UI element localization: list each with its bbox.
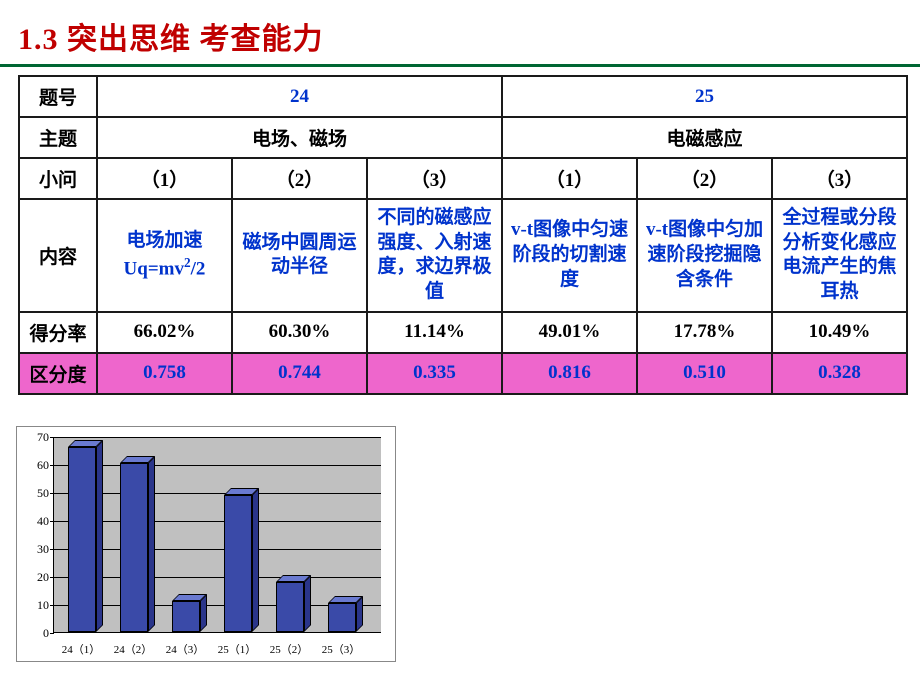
label-topic: 主题 xyxy=(19,117,97,158)
chart-ytick-label: 0 xyxy=(23,626,49,641)
content-1: 磁场中圆周运动半径 xyxy=(232,199,367,312)
disc-4: 0.510 xyxy=(637,353,772,394)
chart-plot-area xyxy=(53,437,381,633)
disc-5: 0.328 xyxy=(772,353,907,394)
label-score: 得分率 xyxy=(19,312,97,353)
chart-ytick-label: 40 xyxy=(23,514,49,529)
row-topic: 主题 电场、磁场 电磁感应 xyxy=(19,117,907,158)
qnum-24: 24 xyxy=(97,76,502,117)
score-4: 17.78% xyxy=(637,312,772,353)
row-subquestion: 小问 （1） （2） （3） （1） （2） （3） xyxy=(19,158,907,199)
content-2: 不同的磁感应强度、入射速度，求边界极值 xyxy=(367,199,502,312)
label-qnum: 题号 xyxy=(19,76,97,117)
row-question-number: 题号 24 25 xyxy=(19,76,907,117)
subq-0: （1） xyxy=(97,158,232,199)
subq-1: （2） xyxy=(232,158,367,199)
chart-xtick-label: 25（3） xyxy=(316,641,366,657)
disc-2: 0.335 xyxy=(367,353,502,394)
content-5: 全过程或分段分析变化感应电流产生的焦耳热 xyxy=(772,199,907,312)
chart-ytick-label: 30 xyxy=(23,542,49,557)
slide-title: 1.3 突出思维 考查能力 xyxy=(0,0,920,64)
chart-gridline xyxy=(54,493,381,494)
score-0: 66.02% xyxy=(97,312,232,353)
chart-gridline xyxy=(54,577,381,578)
disc-1: 0.744 xyxy=(232,353,367,394)
row-content: 内容 电场加速Uq=mv2/2 磁场中圆周运动半径 不同的磁感应强度、入射速度，… xyxy=(19,199,907,312)
bar-chart: 0 10 20 30 40 50 60 70 24（1）24（2）24（3）25（1）25（2）… xyxy=(16,426,396,662)
topic-25: 电磁感应 xyxy=(502,117,907,158)
chart-ytick-label: 50 xyxy=(23,486,49,501)
chart-xtick-label: 24（1） xyxy=(56,641,106,657)
row-score: 得分率 66.02% 60.30% 11.14% 49.01% 17.78% 1… xyxy=(19,312,907,353)
subq-3: （1） xyxy=(502,158,637,199)
chart-xtick-label: 25（1） xyxy=(212,641,262,657)
chart-ytick-label: 20 xyxy=(23,570,49,585)
topic-24: 电场、磁场 xyxy=(97,117,502,158)
qnum-25: 25 xyxy=(502,76,907,117)
data-table: 题号 24 25 主题 电场、磁场 电磁感应 小问 （1） （2） （3） （1… xyxy=(18,75,908,395)
row-discrimination: 区分度 0.758 0.744 0.335 0.816 0.510 0.328 xyxy=(19,353,907,394)
score-5: 10.49% xyxy=(772,312,907,353)
chart-gridline xyxy=(54,437,381,438)
label-disc: 区分度 xyxy=(19,353,97,394)
chart-xtick-label: 25（2） xyxy=(264,641,314,657)
score-3: 49.01% xyxy=(502,312,637,353)
content-3: v-t图像中匀速阶段的切割速度 xyxy=(502,199,637,312)
disc-3: 0.816 xyxy=(502,353,637,394)
content-0: 电场加速Uq=mv2/2 xyxy=(97,199,232,312)
content-4: v-t图像中匀加速阶段挖掘隐含条件 xyxy=(637,199,772,312)
subq-2: （3） xyxy=(367,158,502,199)
chart-ytick-label: 70 xyxy=(23,430,49,445)
title-text: 1.3 突出思维 考查能力 xyxy=(18,23,324,56)
title-underline xyxy=(0,64,920,67)
score-1: 60.30% xyxy=(232,312,367,353)
score-2: 11.14% xyxy=(367,312,502,353)
chart-gridline xyxy=(54,465,381,466)
chart-gridline xyxy=(54,521,381,522)
label-content: 内容 xyxy=(19,199,97,312)
chart-xtick-label: 24（3） xyxy=(160,641,210,657)
subq-4: （2） xyxy=(637,158,772,199)
chart-ytick-label: 10 xyxy=(23,598,49,613)
subq-5: （3） xyxy=(772,158,907,199)
disc-0: 0.758 xyxy=(97,353,232,394)
chart-ytick-label: 60 xyxy=(23,458,49,473)
chart-gridline xyxy=(54,549,381,550)
chart-xtick-label: 24（2） xyxy=(108,641,158,657)
label-subq: 小问 xyxy=(19,158,97,199)
